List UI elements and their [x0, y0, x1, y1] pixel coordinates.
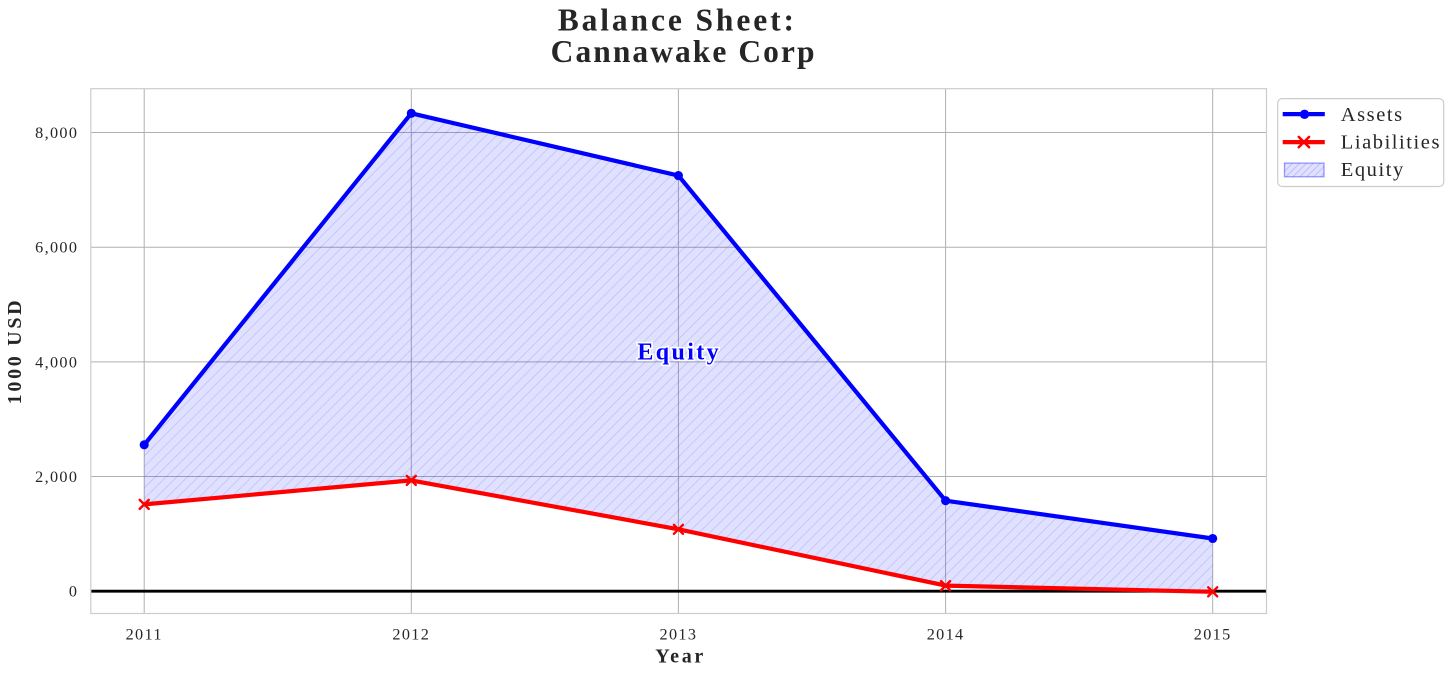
svg-text:Assets: Assets — [1341, 104, 1404, 126]
svg-text:Liabilities: Liabilities — [1341, 131, 1441, 153]
svg-text:Balance Sheet:: Balance Sheet: — [558, 3, 797, 38]
svg-text:2011: 2011 — [126, 626, 163, 644]
svg-text:Equity: Equity — [1341, 159, 1405, 181]
svg-text:2014: 2014 — [927, 626, 965, 644]
svg-text:6,000: 6,000 — [35, 239, 78, 257]
svg-text:4,000: 4,000 — [35, 353, 78, 371]
svg-text:Cannawake Corp: Cannawake Corp — [551, 34, 817, 69]
svg-text:Year: Year — [655, 646, 706, 668]
svg-text:0: 0 — [69, 583, 78, 601]
svg-text:2012: 2012 — [392, 626, 430, 644]
svg-text:2,000: 2,000 — [35, 468, 78, 486]
svg-text:Equity: Equity — [637, 339, 721, 365]
svg-text:2015: 2015 — [1194, 626, 1232, 644]
svg-text:1000 USD: 1000 USD — [4, 298, 26, 405]
svg-text:8,000: 8,000 — [35, 124, 78, 142]
svg-text:2013: 2013 — [660, 626, 698, 644]
